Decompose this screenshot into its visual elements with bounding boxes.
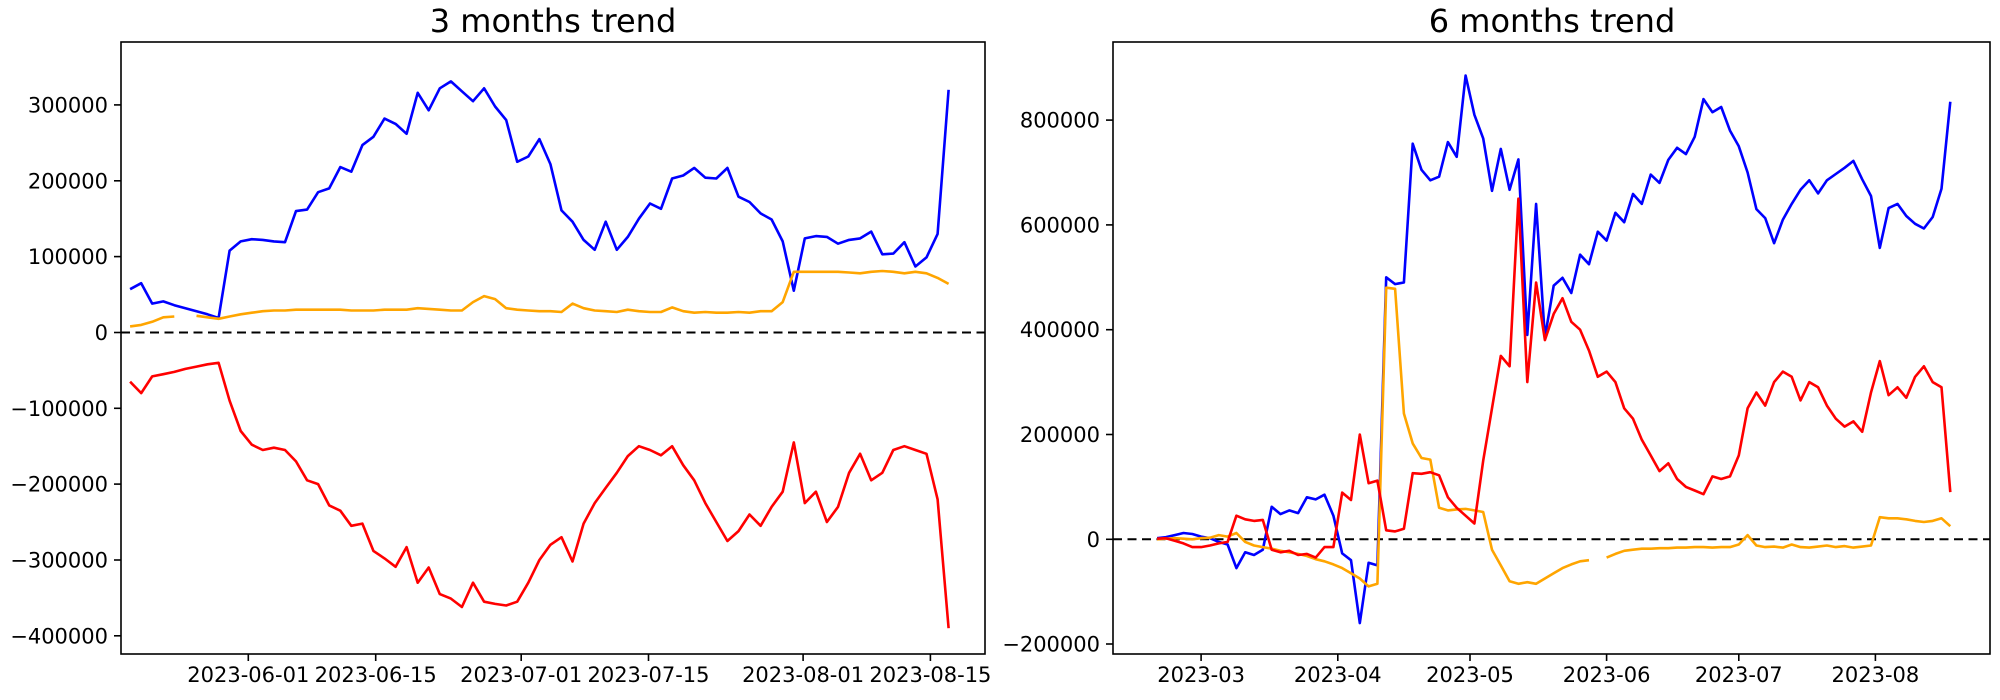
y-tick-label: −300000 (10, 549, 108, 573)
blue-series-line (129, 80, 950, 320)
x-tick-label: 2023-08-01 (742, 663, 864, 687)
orange-series-line (196, 269, 950, 321)
chart-title: 6 months trend (1428, 2, 1676, 40)
x-tick-label: 2023-07-01 (460, 663, 582, 687)
y-tick-label: 0 (1087, 528, 1100, 552)
x-tick-label: 2023-08 (1832, 663, 1920, 687)
x-tick-label: 2023-06-01 (187, 663, 309, 687)
y-tick-label: −100000 (10, 397, 108, 421)
x-tick-label: 2023-06 (1563, 663, 1651, 687)
y-tick-label: 200000 (1020, 423, 1100, 447)
y-tick-label: 300000 (28, 93, 108, 117)
x-tick-label: 2023-05 (1426, 663, 1514, 687)
y-tick-label: 400000 (1020, 318, 1100, 342)
y-tick-label: 200000 (28, 169, 108, 193)
y-tick-label: 0 (95, 321, 108, 345)
three-months-trend-plot: 300000 200000 100000 0 −100000 −200000 −300000… (10, 41, 991, 687)
y-tick-label: 800000 (1020, 109, 1100, 133)
blue-series-line (1156, 74, 1952, 625)
orange-series-line (129, 315, 175, 328)
x-tick-label: 2023-07 (1695, 663, 1783, 687)
three-months-trend-chart: 3 months trend 300000 200000 100000 0 −10000… (10, 2, 991, 687)
x-tick-label: 2023-07-15 (587, 663, 709, 687)
y-tick-label: −400000 (10, 624, 108, 648)
plot-border (120, 41, 986, 655)
y-tick-label: −200000 (10, 473, 108, 497)
x-tick-label: 2023-03 (1157, 663, 1245, 687)
red-series-line (129, 361, 950, 629)
chart-title: 3 months trend (429, 2, 677, 40)
six-months-trend-plot: 800000 600000 400000 200000 0 −200000 2023-03 2… (1002, 41, 1991, 687)
orange-series-line (1606, 515, 1952, 559)
x-tick-label: 2023-06-15 (315, 663, 437, 687)
plot-border (1112, 41, 1991, 655)
y-tick-label: 600000 (1020, 213, 1100, 237)
y-tick-label: −200000 (1002, 633, 1100, 657)
x-tick-label: 2023-04 (1294, 663, 1382, 687)
y-tick-label: 100000 (28, 245, 108, 269)
red-series-line (1157, 197, 1952, 559)
x-tick-label: 2023-08-15 (869, 663, 991, 687)
six-months-trend-chart: 6 months trend 800000 600000 400000 200000 0… (1000, 0, 2000, 700)
